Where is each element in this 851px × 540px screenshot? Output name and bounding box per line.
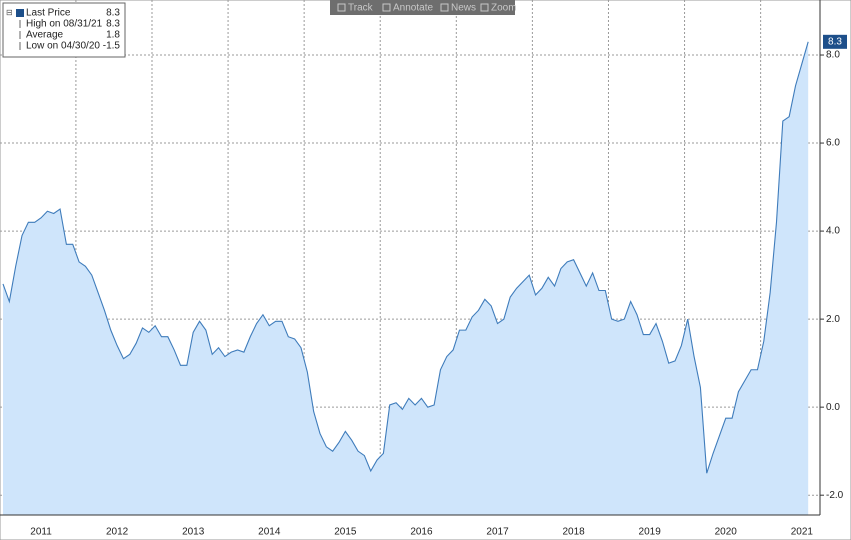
legend-label: Average [26, 30, 64, 41]
x-tick-label: 2018 [562, 527, 585, 538]
toolbar [330, 0, 515, 15]
x-tick-label: 2012 [106, 527, 129, 538]
legend-value: 8.3 [106, 8, 120, 19]
legend-label: High on 08/31/21 [26, 19, 103, 30]
legend-collapse: ⊟ [6, 8, 13, 17]
x-tick-label: 2016 [410, 527, 433, 538]
legend-value: -1.5 [103, 41, 121, 52]
legend-swatch [16, 9, 24, 17]
y-tick-label: 2.0 [826, 314, 840, 325]
x-tick-label: 2014 [258, 527, 281, 538]
y-tick-label: 8.0 [826, 50, 840, 61]
y-tick-label: 4.0 [826, 226, 840, 237]
legend-value: 8.3 [106, 19, 120, 30]
toolbar-button[interactable]: Annotate [393, 3, 433, 14]
x-tick-label: 2021 [791, 527, 814, 538]
x-tick-label: 2011 [30, 527, 52, 538]
area-fill [3, 41, 809, 515]
line [2, 41, 809, 474]
x-tick-label: 2017 [486, 527, 509, 538]
y-tick-label: -2.0 [826, 490, 844, 501]
y-tick-label: 6.0 [826, 138, 840, 149]
toolbar-icon [382, 3, 391, 12]
toolbar-icon [440, 3, 449, 12]
toolbar-icon [480, 3, 489, 12]
legend-value: 1.8 [106, 30, 120, 41]
x-tick-label: 2019 [639, 527, 662, 538]
y-tick-label: 0.0 [826, 402, 840, 413]
toolbar-button[interactable]: News [451, 3, 476, 14]
toolbar-button[interactable]: Track [348, 3, 374, 14]
x-tick-label: 2020 [715, 527, 738, 538]
toolbar-icon [337, 3, 346, 12]
last-price-label: 8.3 [828, 36, 842, 47]
x-tick-label: 2015 [334, 527, 357, 538]
last-price-tag [823, 34, 847, 49]
x-tick-label: 2013 [182, 527, 205, 538]
toolbar-button[interactable]: Zoom [491, 3, 517, 14]
legend-label: Low on 04/30/20 [26, 41, 100, 52]
legend-label: Last Price [26, 8, 71, 19]
